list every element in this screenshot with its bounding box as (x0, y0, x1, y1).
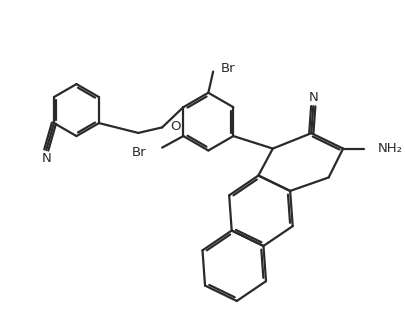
Text: NH₂: NH₂ (377, 142, 402, 155)
Text: N: N (41, 152, 51, 165)
Text: O: O (169, 120, 180, 133)
Text: Br: Br (132, 146, 146, 159)
Text: Br: Br (220, 62, 235, 75)
Text: N: N (308, 91, 318, 104)
